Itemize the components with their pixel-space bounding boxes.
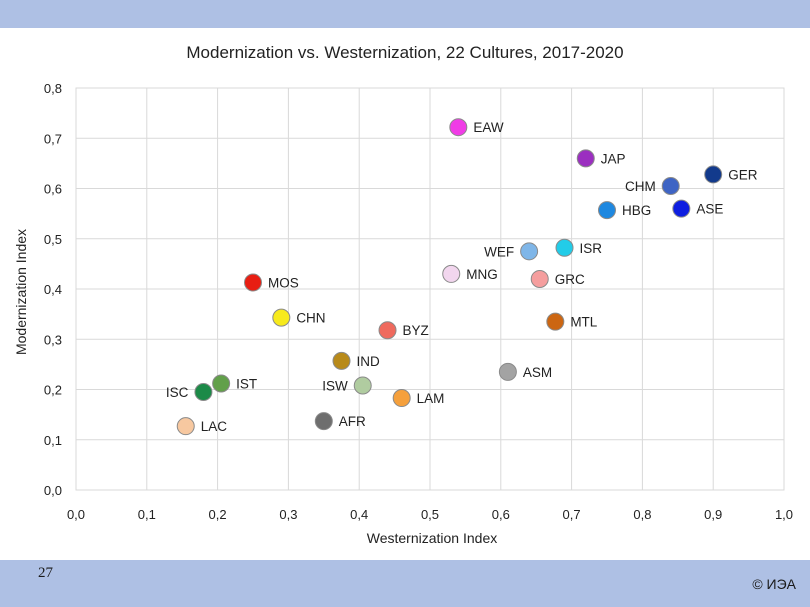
y-tick-label: 0,4 — [44, 282, 62, 297]
x-tick-label: 0,7 — [563, 507, 581, 522]
point-label: GRC — [555, 272, 585, 287]
grid — [75, 87, 785, 491]
point-label: ASM — [523, 365, 552, 380]
chart-title: Modernization vs. Westernization, 22 Cul… — [186, 43, 623, 62]
data-point-isc: ISC — [166, 383, 213, 402]
data-point-ind: IND — [332, 351, 381, 370]
data-point-mng: MNG — [442, 264, 498, 283]
data-point-chn: CHN — [272, 308, 326, 327]
point-marker — [332, 351, 351, 370]
data-point-lac: LAC — [176, 417, 228, 436]
data-point-ist: IST — [212, 374, 257, 393]
point-label: GER — [728, 167, 758, 182]
x-tick-label: 0,6 — [492, 507, 510, 522]
point-label: IND — [357, 354, 381, 369]
y-tick-label: 0,5 — [44, 232, 62, 247]
y-tick-label: 0,8 — [44, 81, 62, 96]
x-axis-title: Westernization Index — [367, 530, 497, 546]
data-point-wef: WEF — [484, 242, 539, 261]
data-point-isw: ISW — [322, 376, 372, 395]
x-tick-label: 0,3 — [279, 507, 297, 522]
point-marker — [194, 383, 213, 402]
point-label: MNG — [466, 267, 498, 282]
x-tick-label: 0,4 — [350, 507, 368, 522]
data-point-hbg: HBG — [598, 201, 651, 220]
y-tick-label: 0,7 — [44, 131, 62, 146]
point-marker — [392, 389, 411, 408]
page-number: 27 — [38, 565, 53, 581]
point-label: HBG — [622, 203, 651, 218]
data-point-eaw: EAW — [449, 118, 504, 137]
copyright: © ИЭА — [752, 576, 796, 592]
data-point-lam: LAM — [392, 389, 445, 408]
data-point-afr: AFR — [314, 412, 366, 431]
x-tick-label: 0,9 — [704, 507, 722, 522]
data-point-grc: GRC — [530, 269, 585, 288]
x-tick-label: 0,1 — [138, 507, 156, 522]
point-marker — [498, 362, 517, 381]
point-label: ISC — [166, 385, 189, 400]
data-point-chm: CHM — [625, 176, 680, 195]
y-tick-label: 0,2 — [44, 383, 62, 398]
data-point-isr: ISR — [555, 238, 603, 257]
point-label: CHN — [296, 311, 325, 326]
point-marker — [442, 264, 461, 283]
point-marker — [244, 273, 262, 292]
point-marker — [530, 269, 549, 288]
point-label: ISW — [322, 378, 348, 393]
point-label: BYZ — [403, 323, 429, 338]
point-marker — [546, 312, 565, 331]
y-tick-label: 0,0 — [44, 483, 62, 498]
point-marker — [576, 149, 595, 168]
point-label: CHM — [625, 179, 656, 194]
data-point-ase: ASE — [672, 199, 723, 218]
y-tick-label: 0,3 — [44, 332, 62, 347]
point-label: ISR — [580, 241, 603, 256]
point-marker — [378, 321, 397, 340]
point-label: IST — [236, 376, 257, 391]
point-label: AFR — [339, 414, 366, 429]
point-marker — [555, 238, 574, 257]
x-tick-label: 0,2 — [209, 507, 227, 522]
x-tick-label: 0,8 — [633, 507, 651, 522]
point-marker — [672, 199, 691, 218]
point-marker — [176, 417, 195, 436]
point-marker — [272, 308, 291, 327]
data-points: EAW JAP GER CHM ASE HBG ISR WEF MNG GRC MOS CHN MTL B… — [166, 118, 758, 436]
point-marker — [704, 165, 723, 184]
point-label: LAM — [417, 391, 445, 406]
point-label: MOS — [268, 275, 299, 290]
x-tick-label: 0,0 — [67, 507, 85, 522]
data-point-mos: MOS — [244, 273, 299, 292]
slide — [0, 28, 810, 560]
y-axis-title: Modernization Index — [13, 229, 29, 355]
data-point-jap: JAP — [576, 149, 626, 168]
bottom-band — [0, 560, 810, 607]
point-marker — [314, 412, 333, 431]
point-label: WEF — [484, 244, 514, 259]
point-label: EAW — [473, 120, 504, 135]
top-band — [0, 0, 810, 28]
point-label: ASE — [696, 202, 723, 217]
y-tick-label: 0,1 — [44, 433, 62, 448]
x-tick-label: 0,5 — [421, 507, 439, 522]
point-marker — [353, 376, 372, 395]
point-marker — [598, 201, 616, 220]
point-marker — [661, 176, 680, 195]
data-point-byz: BYZ — [378, 321, 429, 340]
point-label: JAP — [601, 151, 626, 166]
data-point-ger: GER — [704, 165, 758, 184]
point-label: LAC — [201, 419, 228, 434]
y-tick-label: 0,6 — [44, 182, 62, 197]
point-marker — [520, 242, 539, 261]
tick-labels: 0,0 0,1 0,2 0,3 0,4 0,5 0,6 0,7 0,8 0,9 1,0 0,0 0,1 0… — [44, 81, 793, 522]
point-marker — [449, 118, 468, 137]
point-label: MTL — [570, 315, 597, 330]
x-tick-label: 1,0 — [775, 507, 793, 522]
point-marker — [212, 374, 231, 393]
data-point-mtl: MTL — [546, 312, 598, 331]
data-point-asm: ASM — [498, 362, 552, 381]
